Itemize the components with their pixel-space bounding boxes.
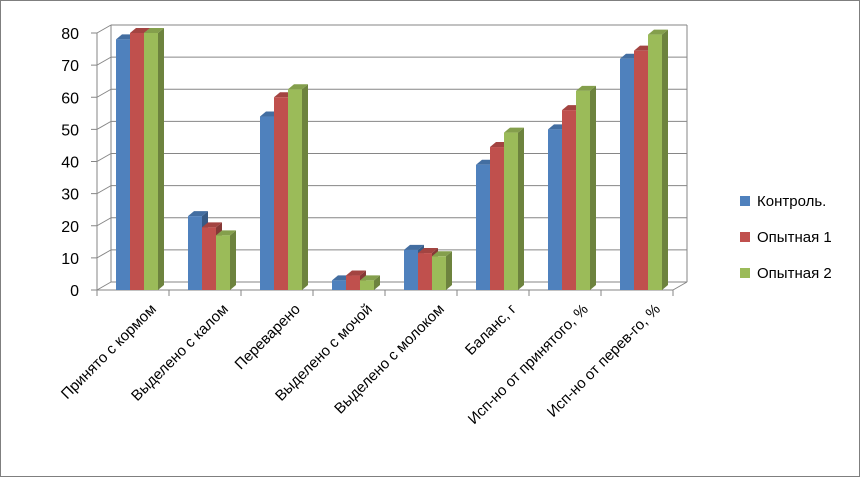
bar: [504, 127, 524, 291]
bar-side: [662, 29, 668, 290]
bar: [216, 230, 236, 290]
x-category-label: Баланс, г: [462, 300, 520, 358]
bar-front: [648, 34, 662, 291]
bar-front: [260, 116, 274, 291]
legend-item: Опытная 2: [740, 265, 832, 282]
gridline-depth: [96, 217, 112, 227]
floor-right-edge: [672, 281, 688, 291]
bar-side: [158, 28, 164, 290]
bar-top: [130, 28, 150, 33]
bar-top: [432, 251, 452, 257]
bar-front: [620, 58, 634, 291]
bar-front: [490, 147, 504, 290]
bar-top: [144, 28, 164, 33]
bar-front: [548, 129, 562, 290]
y-tick-label: 80: [61, 26, 79, 43]
legend-swatch: [740, 196, 750, 206]
legend-label: Контроль.: [757, 193, 826, 210]
y-tick-label: 60: [61, 90, 79, 107]
x-category-label: Переварено: [232, 301, 304, 373]
bar-front: [404, 249, 418, 290]
bar-front: [144, 33, 158, 290]
gridline-depth: [96, 153, 112, 162]
bar-front: [562, 110, 576, 290]
y-tick-label: 50: [61, 122, 79, 139]
bar: [648, 29, 668, 291]
bar-top: [202, 222, 222, 228]
bar-top: [188, 211, 208, 217]
bar-front: [634, 50, 648, 291]
gridline-depth: [96, 88, 112, 98]
bar-top: [418, 248, 438, 254]
bar: [576, 85, 596, 290]
bar-front: [274, 97, 288, 290]
y-tick-label: 20: [61, 219, 79, 236]
bar-front: [130, 33, 144, 290]
bar-top: [404, 244, 424, 250]
gridline-depth: [96, 249, 112, 259]
axes: [91, 32, 688, 296]
bar-front: [418, 253, 432, 290]
y-tick-label: 40: [61, 155, 79, 172]
bar-front: [332, 280, 346, 290]
legend: Контроль. Опытная 1 Опытная 2: [740, 193, 832, 282]
legend-item: Контроль.: [740, 193, 826, 210]
bar-front: [202, 227, 216, 290]
y-tick-label: 70: [61, 58, 79, 75]
x-category-label: Исп-но от принятого, %: [465, 301, 592, 428]
bar-side: [302, 84, 308, 290]
bar-top: [346, 270, 366, 276]
y-tick-label: 0: [70, 283, 79, 300]
bar-top: [648, 29, 668, 35]
bar-front: [360, 280, 374, 290]
bar-front: [116, 39, 130, 290]
y-tick-label: 10: [61, 251, 79, 268]
legend-label: Опытная 2: [757, 265, 832, 282]
bar-front: [504, 132, 518, 290]
gridline-depth: [96, 185, 112, 195]
gridline-depth: [96, 56, 112, 66]
bar-top: [216, 230, 236, 236]
gridline-depth: [96, 281, 112, 291]
legend-label: Опытная 1: [757, 229, 832, 246]
bar-front: [216, 235, 230, 290]
bar: [288, 84, 308, 290]
bar-side: [518, 127, 524, 291]
bar-top: [288, 84, 308, 90]
gridlines: [96, 24, 688, 291]
bar-top: [576, 85, 596, 91]
bar-front: [432, 256, 446, 290]
bar-front: [188, 216, 202, 290]
bar-top: [360, 275, 380, 281]
legend-swatch: [740, 232, 750, 242]
bars: [116, 28, 668, 291]
bar: [432, 251, 452, 290]
gridline-depth: [96, 24, 112, 34]
bar: [360, 275, 380, 290]
bar-side: [230, 230, 236, 290]
gridline-depth: [96, 120, 112, 130]
bar-front: [576, 90, 590, 290]
bar-front: [288, 89, 302, 290]
bar-top: [504, 127, 524, 133]
bar-side: [374, 275, 380, 290]
legend-item: Опытная 1: [740, 229, 832, 246]
y-tick-labels: 0 10 20 30 40 50 60 70 80: [61, 26, 79, 300]
y-tick-label: 30: [61, 187, 79, 204]
bar: [144, 28, 164, 290]
bar-front: [346, 275, 360, 290]
legend-swatch: [740, 268, 750, 278]
bar-side: [446, 251, 452, 290]
bar-front: [476, 164, 490, 290]
bar-side: [590, 85, 596, 290]
